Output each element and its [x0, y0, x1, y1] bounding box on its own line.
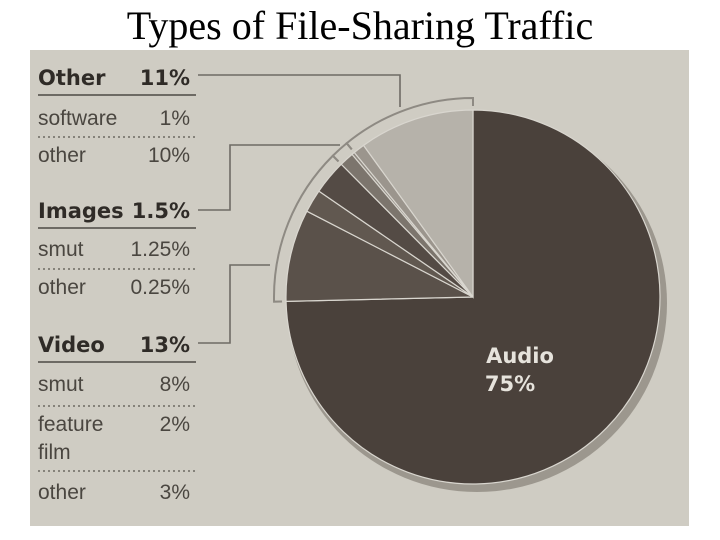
pie-slices — [285, 109, 667, 492]
legend-video-feature-film-value: 2% — [160, 413, 190, 436]
legend-video-name: Video — [38, 333, 105, 357]
bracket-video — [273, 154, 340, 303]
bracket-other — [345, 96, 474, 151]
pie-slice-video-smut — [285, 210, 474, 302]
legend-images-smut-value: 1.25% — [130, 238, 190, 261]
audio-label: Audio — [486, 344, 554, 368]
legend-video-other-value: 3% — [160, 481, 190, 504]
legend-video-other-label: other — [38, 481, 86, 504]
legend-other-name: Other — [38, 66, 106, 90]
connector-video — [198, 264, 270, 344]
connector-images — [198, 144, 340, 211]
legend-video-value: 13% — [140, 333, 190, 357]
connector-other — [198, 74, 401, 107]
group-brackets — [198, 74, 474, 344]
legend-images-other-value: 0.25% — [130, 276, 190, 299]
legend-images-value: 1.5% — [132, 199, 190, 223]
audio-value: 75% — [485, 372, 535, 396]
chart-photo: Other 11% software 1% other 10% Images 1.5% smut… — [30, 50, 689, 526]
legend-images-smut-label: smut — [38, 238, 84, 261]
legend-other-other-label: other — [38, 144, 86, 167]
legend-video-feature-film-label: feature — [38, 413, 103, 436]
legend-images-name: Images — [38, 199, 124, 223]
pie-slice-other-other — [362, 109, 474, 299]
legend-other-other-value: 10% — [148, 144, 190, 167]
legend-video-smut-value: 8% — [160, 373, 190, 396]
legend-other-software-value: 1% — [160, 107, 190, 130]
pie-chart: Other 11% software 1% other 10% Images 1.5% smut… — [38, 66, 667, 504]
legend-video-feature-film-label-cont: film — [38, 441, 71, 464]
chart-title: Types of File-Sharing Traffic — [126, 3, 594, 48]
legend-images-other-label: other — [38, 276, 86, 299]
legend-other-software-label: software — [38, 107, 117, 130]
legend: Other 11% software 1% other 10% Images 1.5% smut… — [38, 66, 196, 504]
legend-video-smut-label: smut — [38, 373, 84, 396]
legend-other-value: 11% — [140, 66, 190, 90]
